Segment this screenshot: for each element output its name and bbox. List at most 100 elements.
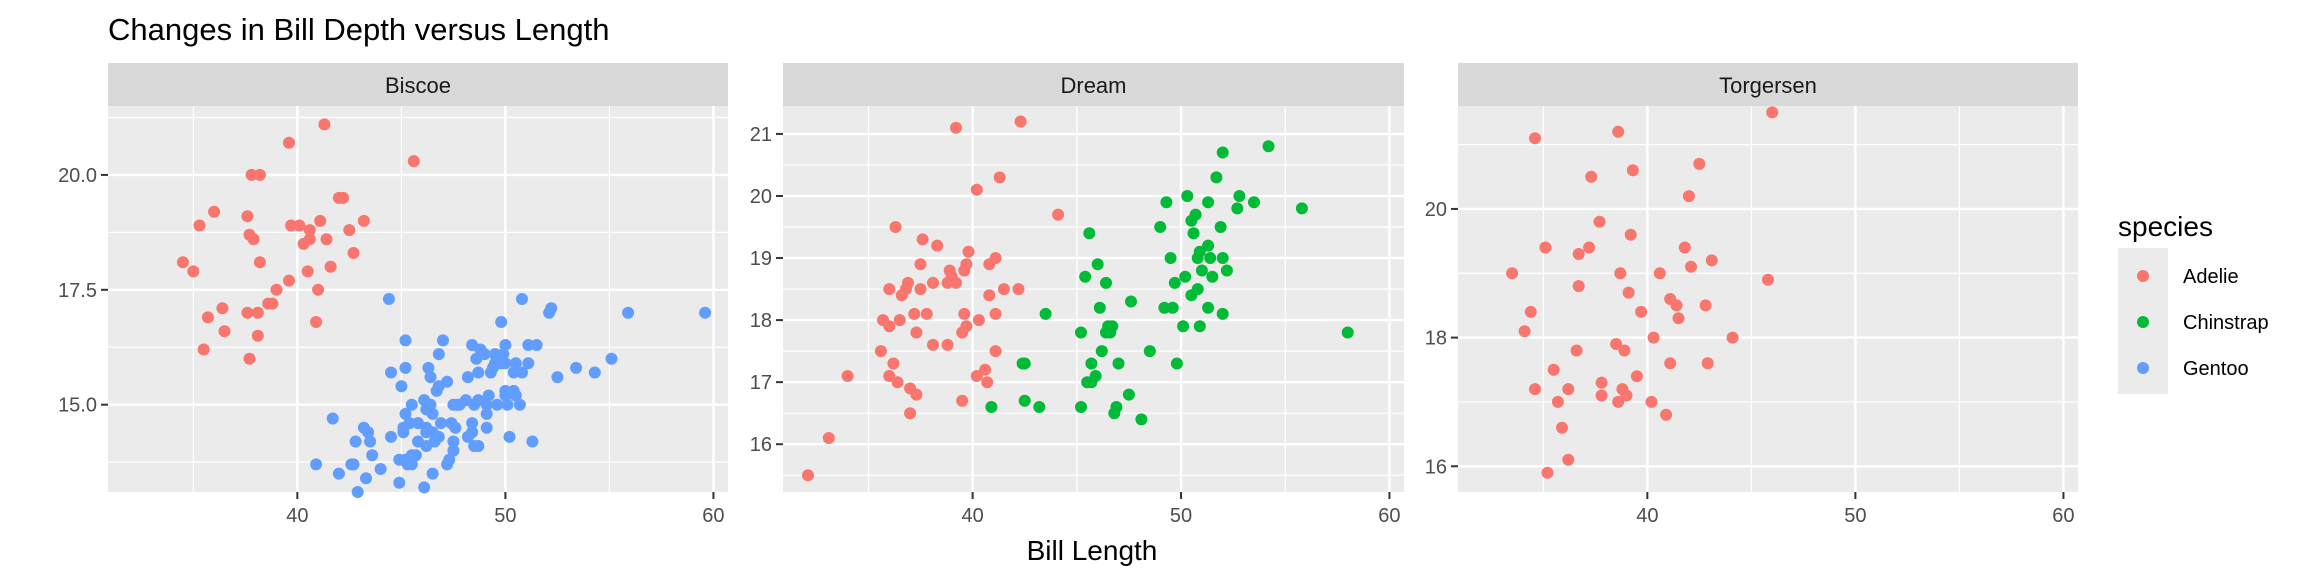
data-point xyxy=(920,307,933,320)
data-point xyxy=(1610,338,1623,350)
series-adelie xyxy=(1506,106,1779,479)
data-point xyxy=(1653,267,1666,280)
data-point xyxy=(1168,276,1181,289)
data-point xyxy=(472,366,485,379)
data-point xyxy=(841,370,854,382)
data-point xyxy=(970,370,983,382)
data-point xyxy=(1122,388,1135,401)
data-point xyxy=(822,432,835,444)
data-point xyxy=(1664,357,1677,370)
data-point xyxy=(891,376,904,389)
y-tick-label: 16 xyxy=(750,434,772,456)
data-point xyxy=(208,205,221,218)
data-point xyxy=(1093,301,1106,314)
x-tick-label: 60 xyxy=(1378,505,1400,527)
data-point xyxy=(1095,345,1108,358)
data-point xyxy=(399,361,412,374)
data-point xyxy=(318,118,331,131)
data-point xyxy=(245,168,258,181)
data-point xyxy=(385,430,397,443)
data-point xyxy=(910,388,923,401)
data-point xyxy=(545,302,558,315)
data-point xyxy=(1143,345,1156,358)
data-point xyxy=(312,283,325,296)
data-point xyxy=(303,224,316,237)
data-point xyxy=(441,375,454,388)
data-point xyxy=(1341,326,1354,339)
data-point xyxy=(1551,395,1564,408)
x-tick-label: 50 xyxy=(1170,505,1192,527)
data-point xyxy=(403,417,416,430)
data-point xyxy=(399,407,412,420)
data-point xyxy=(201,311,214,324)
data-point xyxy=(1216,146,1229,159)
data-point xyxy=(1170,357,1183,370)
data-point xyxy=(916,233,929,246)
data-point xyxy=(426,467,439,480)
data-point xyxy=(1726,331,1739,344)
data-point xyxy=(1524,305,1537,318)
data-point xyxy=(1083,227,1096,240)
data-point xyxy=(883,283,896,296)
data-point xyxy=(883,370,896,382)
data-point xyxy=(509,389,522,402)
y-tick-label: 20 xyxy=(1425,199,1447,221)
data-point xyxy=(432,348,445,361)
data-point xyxy=(1160,196,1173,209)
data-point xyxy=(176,256,189,269)
data-point xyxy=(1189,208,1202,221)
legend-key xyxy=(2137,270,2149,282)
data-point xyxy=(985,401,998,413)
data-point xyxy=(1085,357,1098,370)
data-point xyxy=(1135,413,1148,426)
data-point xyxy=(1100,276,1112,289)
data-point xyxy=(449,421,462,434)
data-point xyxy=(1079,270,1092,283)
facet-panel-torgersen: Torgersen 16 18 20 40 50 60 xyxy=(1425,63,2078,527)
data-point xyxy=(927,338,939,351)
data-point xyxy=(1612,125,1625,138)
facet-panels: Biscoe 15.0 17.5 20.0 40 50 60 Dream 16 17 18 19 20 2… xyxy=(58,63,2078,527)
data-point xyxy=(405,458,418,471)
data-point xyxy=(981,376,994,389)
data-point xyxy=(970,183,983,196)
data-point xyxy=(570,361,583,374)
data-point xyxy=(251,306,264,319)
data-point xyxy=(1630,370,1643,383)
panel-background xyxy=(783,106,1404,492)
data-point xyxy=(1191,283,1204,296)
data-point xyxy=(507,366,520,379)
data-point xyxy=(495,316,508,328)
data-point xyxy=(914,258,927,271)
data-point xyxy=(482,389,495,402)
data-point xyxy=(362,426,375,439)
data-point xyxy=(1033,401,1046,413)
data-point xyxy=(241,306,254,319)
data-point xyxy=(1622,286,1635,299)
data-point xyxy=(588,366,601,379)
data-point xyxy=(526,435,539,448)
data-point xyxy=(522,357,535,370)
facet-panel-dream: Dream 16 17 18 19 20 21 40 50 60 xyxy=(750,63,1404,527)
data-point xyxy=(1018,394,1031,407)
data-point xyxy=(1562,453,1575,466)
data-point xyxy=(960,258,973,271)
data-point xyxy=(1539,241,1552,254)
data-point xyxy=(443,453,456,466)
data-point xyxy=(1181,190,1194,202)
data-point xyxy=(1158,301,1171,314)
data-point xyxy=(1529,383,1541,396)
data-point xyxy=(522,339,535,351)
data-point xyxy=(393,476,406,489)
data-point xyxy=(622,306,635,319)
data-point xyxy=(1210,171,1223,184)
data-point xyxy=(351,486,364,498)
data-point xyxy=(320,233,333,246)
data-point xyxy=(513,398,526,411)
data-point xyxy=(1012,283,1025,296)
data-point xyxy=(605,352,618,365)
legend-label: Gentoo xyxy=(2183,358,2249,380)
data-point xyxy=(360,472,372,485)
data-point xyxy=(366,449,379,462)
